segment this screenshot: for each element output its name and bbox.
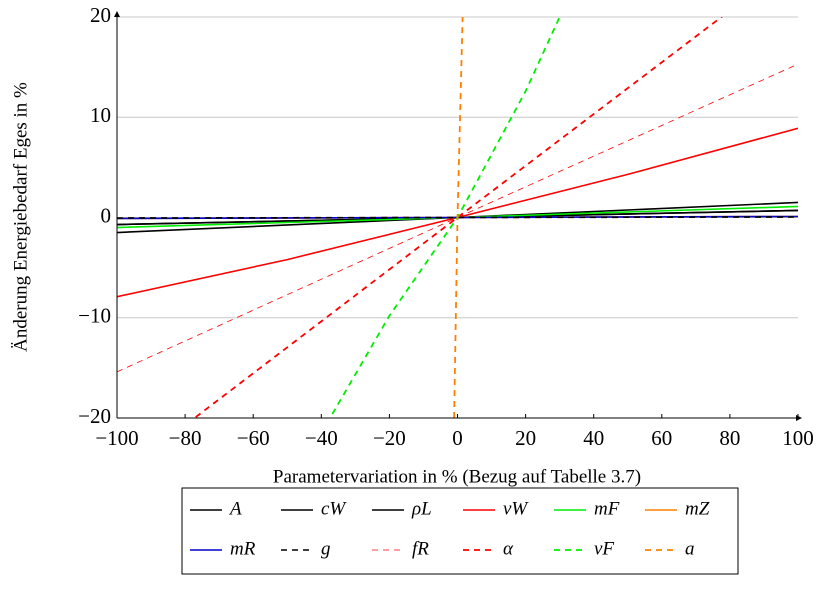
x-axis-arrow [796, 415, 802, 421]
x-tick-label: 60 [651, 426, 672, 450]
legend-label: α [503, 538, 514, 559]
y-tick-label: −10 [78, 304, 111, 328]
legend-label: A [228, 498, 242, 519]
series-line [117, 216, 798, 219]
legend-label: g [321, 538, 331, 559]
legend-label: fR [412, 538, 429, 559]
x-tick-label: −100 [95, 426, 138, 450]
legend-label: a [685, 538, 695, 559]
legend-label: vF [594, 538, 614, 559]
legend-label: ρL [411, 498, 432, 519]
x-axis-label: Parametervariation in % (Bezug auf Tabel… [273, 466, 641, 487]
x-tick-label: −40 [305, 426, 338, 450]
x-tick-label: 40 [583, 426, 604, 450]
x-tick-label: −80 [169, 426, 202, 450]
x-tick-label: −20 [373, 426, 406, 450]
y-tick-label: 10 [90, 103, 111, 127]
y-axis-arrow [114, 11, 120, 17]
legend-label: cW [321, 498, 347, 519]
y-tick-label: 0 [101, 203, 112, 227]
series-line [117, 63, 798, 373]
legend-label: mZ [685, 498, 710, 519]
x-tick-label: 80 [719, 426, 740, 450]
x-tick-label: 20 [515, 426, 536, 450]
legend-label: mR [230, 538, 256, 559]
series-line [453, 17, 464, 418]
x-tick-label: 100 [782, 426, 814, 450]
y-tick-label: −20 [78, 404, 111, 428]
x-tick-label: −60 [237, 426, 270, 450]
y-tick-label: 20 [90, 3, 111, 27]
y-axis-label: Änderung Energiebedarf Eges in % [10, 82, 31, 352]
legend-label: vW [503, 498, 529, 519]
legend-box [181, 487, 739, 575]
x-tick-label: 0 [452, 426, 463, 450]
plot-lines [117, 17, 798, 418]
legend-label: mF [594, 498, 620, 519]
